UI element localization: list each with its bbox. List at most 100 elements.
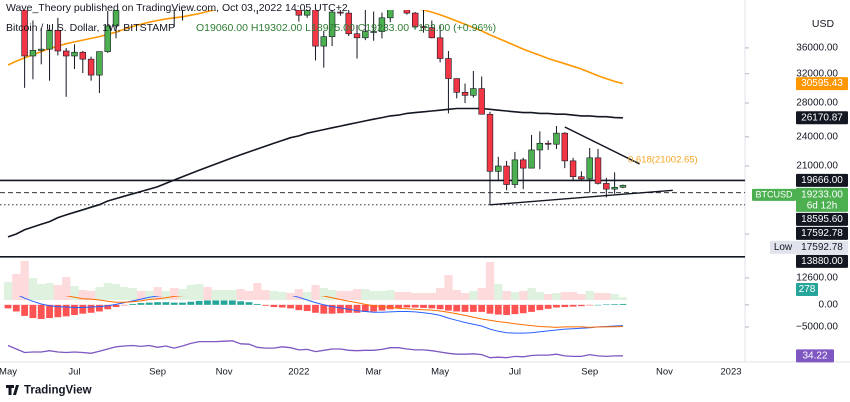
candle-body xyxy=(578,176,585,180)
volume-bar xyxy=(319,288,328,300)
candle-body xyxy=(461,91,469,96)
macd-bar xyxy=(253,303,261,305)
macd-bar xyxy=(503,304,510,315)
ohlc: O19060.00 H19302.00 L18975.00 C19233.00 … xyxy=(196,22,496,34)
trendline xyxy=(489,189,673,206)
volume-bar xyxy=(618,297,628,300)
candle-body xyxy=(428,27,436,39)
candle-body xyxy=(112,10,120,27)
candle-body xyxy=(619,184,627,188)
candle-body xyxy=(387,10,394,19)
macd-bar xyxy=(611,304,619,305)
last-price-badge xyxy=(796,187,848,212)
macd-bar xyxy=(154,302,161,305)
macd-bar xyxy=(337,304,344,314)
volume-bar xyxy=(161,291,171,300)
logo: TradingView xyxy=(6,385,92,397)
macd-line xyxy=(18,296,623,334)
x-tick-label: Nov xyxy=(216,367,233,378)
header: Wave_Theory published on TradingView.com… xyxy=(6,2,835,34)
candle-body xyxy=(486,113,494,172)
candle-body xyxy=(520,159,527,169)
price-badge xyxy=(796,111,848,125)
volume-bar xyxy=(195,284,204,300)
macd-bar xyxy=(137,303,145,305)
macd-bar xyxy=(511,304,519,315)
macd-bar xyxy=(228,300,236,305)
x-tick-label: 2022 xyxy=(288,367,309,378)
volume-bar xyxy=(361,289,370,300)
y-tick-label: 21000.00 xyxy=(796,161,838,172)
volume-bar xyxy=(352,289,362,300)
macd-bar xyxy=(602,304,610,305)
volume-bar xyxy=(336,291,345,300)
volume-bar xyxy=(236,289,245,300)
volume-bar xyxy=(394,292,403,300)
macd-bar xyxy=(436,304,444,310)
level-badge xyxy=(796,173,848,187)
macd-bar xyxy=(278,304,286,308)
candle-body xyxy=(320,36,327,47)
macd-bar xyxy=(262,304,270,306)
macd-bar xyxy=(320,304,328,314)
level-badge xyxy=(796,254,848,268)
candle-body xyxy=(46,30,53,50)
x-tick-label: 2023 xyxy=(720,367,741,378)
candle-body xyxy=(337,11,344,14)
candle-body xyxy=(561,132,568,162)
volume-bar xyxy=(460,293,470,300)
candle-body xyxy=(586,157,593,180)
macd-bar xyxy=(528,304,535,312)
candle-body xyxy=(611,186,618,190)
level-badge-label: 18595.60 xyxy=(801,214,843,225)
volume-bar xyxy=(136,291,146,300)
rsi-pane xyxy=(7,340,623,359)
level-badge-label: 13880.00 xyxy=(801,256,843,267)
y-tick-label: 28000.00 xyxy=(796,98,838,109)
x-tick-label: May xyxy=(431,367,449,378)
price-pane: 0.618(21002.65) xyxy=(0,10,745,258)
volume-bar xyxy=(153,287,162,300)
candle-body xyxy=(511,159,519,185)
volume-bar xyxy=(203,287,212,300)
candle-body xyxy=(594,157,602,184)
macd-bar xyxy=(378,304,386,311)
fib-label: 0.618(21002.65) xyxy=(628,155,698,166)
volume-bar xyxy=(535,292,545,300)
macd-bar xyxy=(303,304,311,312)
volume-bar xyxy=(427,293,437,300)
candle-body xyxy=(87,58,95,76)
candle-body xyxy=(370,31,377,33)
volume-bar xyxy=(311,285,320,300)
volume-bar xyxy=(469,291,478,300)
candle-body xyxy=(569,160,577,178)
macd-bar xyxy=(104,304,112,310)
volume-bar xyxy=(278,292,287,300)
volume-bar xyxy=(544,294,553,300)
volume-bar xyxy=(485,262,495,300)
volume-bar xyxy=(211,290,220,300)
volume-bar xyxy=(244,291,254,300)
candle-body xyxy=(62,50,70,57)
volume-bar xyxy=(344,291,353,300)
macd-bar xyxy=(187,301,195,305)
volume-bar xyxy=(128,288,137,300)
volume-bar xyxy=(28,278,38,300)
volume-bar xyxy=(303,292,312,300)
y-tick-label: 36000.00 xyxy=(796,43,838,54)
rsi-badge xyxy=(796,349,834,363)
volume-bar xyxy=(436,288,445,300)
macd-bar xyxy=(87,304,95,313)
candle-body xyxy=(362,31,369,39)
candle-body xyxy=(503,165,510,185)
volume-bar xyxy=(419,293,428,300)
candle-body xyxy=(536,142,544,151)
candle-body xyxy=(303,10,311,16)
volume-bar xyxy=(87,291,96,300)
publisher: Wave_Theory published on TradingView.com… xyxy=(6,2,348,14)
macd-bar xyxy=(544,304,552,309)
macd-bar xyxy=(129,303,137,305)
logo-icon xyxy=(6,385,19,395)
volume-bar xyxy=(510,292,520,300)
